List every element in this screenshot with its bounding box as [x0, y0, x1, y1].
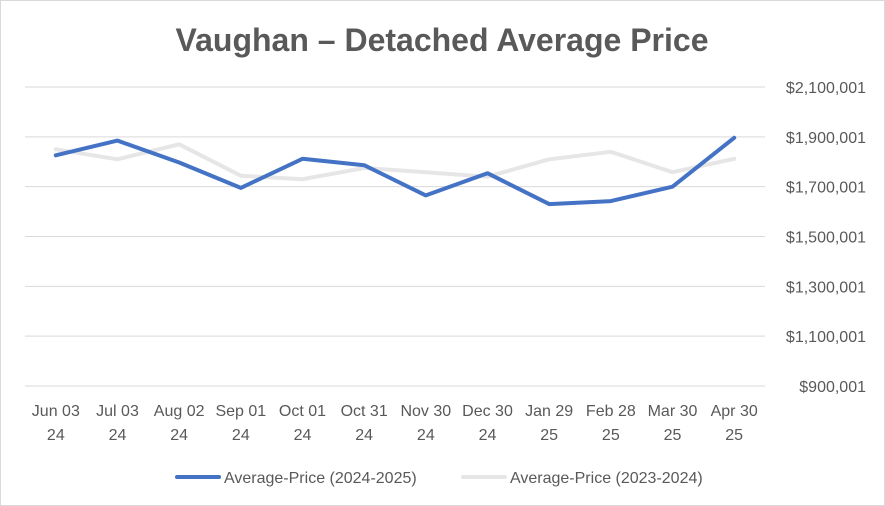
x-tick-label-year: 24 — [479, 427, 497, 444]
x-tick-label-year: 25 — [664, 427, 682, 444]
y-axis-ticks: $2,100,001 $1,900,001 $1,700,001 $1,500,001… — [786, 80, 866, 396]
x-tick-label: Jul 03 — [96, 403, 139, 420]
x-tick-label-year: 24 — [109, 427, 127, 444]
x-tick-label-year: 24 — [417, 427, 435, 444]
x-tick-label: Dec 30 — [462, 403, 513, 420]
legend: Average-Price (2024-2025) Average-Price (… — [175, 470, 703, 487]
x-tick-label: Oct 01 — [279, 403, 326, 420]
series-line-0 — [53, 135, 737, 207]
x-tick-label: Jan 29 — [525, 403, 573, 420]
x-tick-label: Jun 03 — [32, 403, 80, 420]
x-tick-label-year: 25 — [725, 427, 743, 444]
y-tick-label: $1,700,001 — [786, 180, 866, 197]
gridlines — [25, 86, 765, 387]
legend-label: Average-Price (2023-2024) — [510, 470, 703, 487]
x-tick-label-year: 24 — [47, 427, 65, 444]
y-tick-label: $900,001 — [799, 379, 866, 396]
y-tick-label: $1,500,001 — [786, 230, 866, 247]
series-lines — [53, 135, 737, 207]
x-tick-label: Aug 02 — [154, 403, 205, 420]
x-tick-label-year: 24 — [232, 427, 250, 444]
legend-label: Average-Price (2024-2025) — [224, 470, 417, 487]
x-tick-label: Nov 30 — [400, 403, 451, 420]
y-tick-label: $2,100,001 — [786, 80, 866, 97]
x-tick-label: Feb 28 — [586, 403, 636, 420]
x-tick-label: Sep 01 — [215, 403, 266, 420]
x-tick-label-year: 25 — [540, 427, 558, 444]
series-line-1 — [53, 142, 737, 182]
x-tick-label-year: 24 — [355, 427, 373, 444]
y-tick-label: $1,300,001 — [786, 279, 866, 296]
x-tick-label-year: 25 — [602, 427, 620, 444]
x-tick-label: Mar 30 — [648, 403, 698, 420]
x-tick-label-year: 24 — [294, 427, 312, 444]
x-axis-ticks: Jun 03 24 Jul 03 24 Aug 02 24 Sep 01 24 Oct 01 24… — [32, 403, 758, 444]
x-tick-label-year: 24 — [170, 427, 188, 444]
x-tick-label: Apr 30 — [711, 403, 758, 420]
y-tick-label: $1,100,001 — [786, 329, 866, 346]
y-tick-label: $1,900,001 — [786, 130, 866, 147]
chart-title: Vaughan – Detached Average Price — [176, 22, 709, 58]
x-tick-label: Oct 31 — [341, 403, 388, 420]
